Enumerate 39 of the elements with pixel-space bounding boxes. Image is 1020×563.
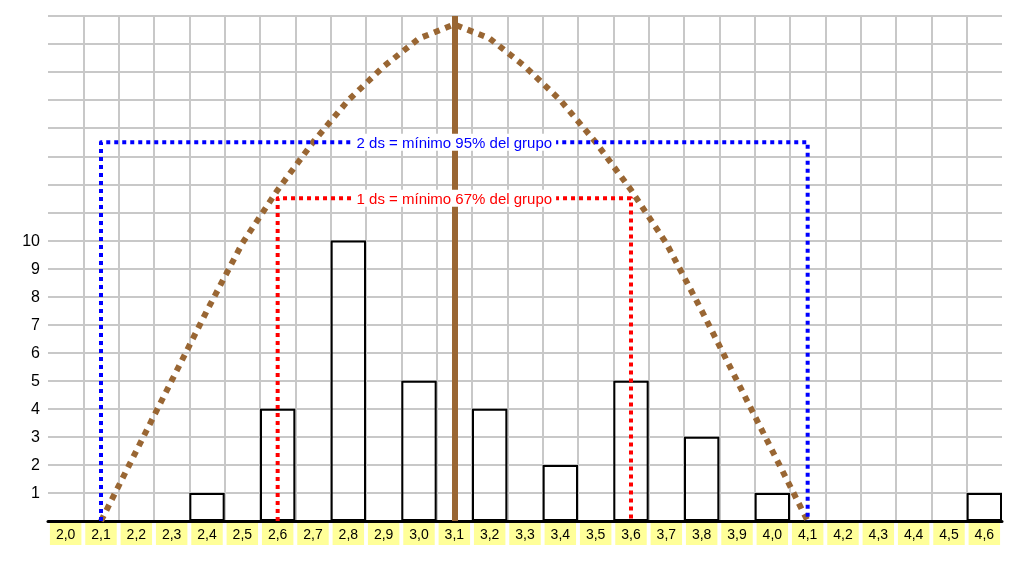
x-tick-label: 2,4 [197,526,217,542]
x-tick-label: 3,3 [515,526,535,542]
y-tick-label: 10 [22,231,41,249]
y-tick-label: 2 [31,456,41,474]
y-tick-label: 6 [31,344,41,362]
x-tick-label: 3,7 [656,526,677,542]
x-tick-label: 2,8 [338,526,359,542]
x-tick-label: 2,6 [267,526,288,542]
x-tick-label: 3,1 [444,526,465,542]
x-tick-label: 3,0 [409,526,429,542]
x-tick-label: 3,8 [691,526,712,542]
x-tick-label: 3,6 [621,526,641,542]
x-tick-label: 4,2 [833,526,853,542]
x-tick-label: 2,3 [161,526,182,542]
y-tick-label: 9 [31,260,41,277]
y-tick-label: 7 [31,316,41,334]
x-tick-label: 2,2 [126,526,147,542]
x-tick-label: 2,5 [232,526,253,542]
x-tick-label: 2,7 [303,526,323,542]
x-tick-label: 3,4 [550,526,571,542]
x-tick-label: 4,3 [868,526,889,542]
x-tick-label: 4,5 [939,526,959,542]
y-tick-label: 8 [31,288,41,306]
x-tick-label: 3,2 [479,526,500,542]
x-tick-label: 3,5 [585,526,606,542]
series-label: 1 ds = mínimo 67% del grupo [356,189,553,207]
x-tick-label: 4,6 [974,526,995,542]
x-tick-label: 4,0 [762,526,783,542]
x-tick-label: 2,9 [373,526,394,542]
series-label: 2 ds = mínimo 95% del grupo [356,133,553,151]
y-tick-label: 1 [31,484,41,502]
x-tick-label: 2,0 [55,526,76,542]
y-tick-label: 5 [31,372,41,390]
x-tick-label: 4,4 [903,526,924,542]
y-tick-label: 3 [31,428,41,446]
x-tick-label: 2,1 [91,526,111,542]
x-tick-label: 4,1 [797,526,818,542]
y-tick-label: 4 [31,400,41,418]
x-tick-label: 3,9 [727,526,747,542]
